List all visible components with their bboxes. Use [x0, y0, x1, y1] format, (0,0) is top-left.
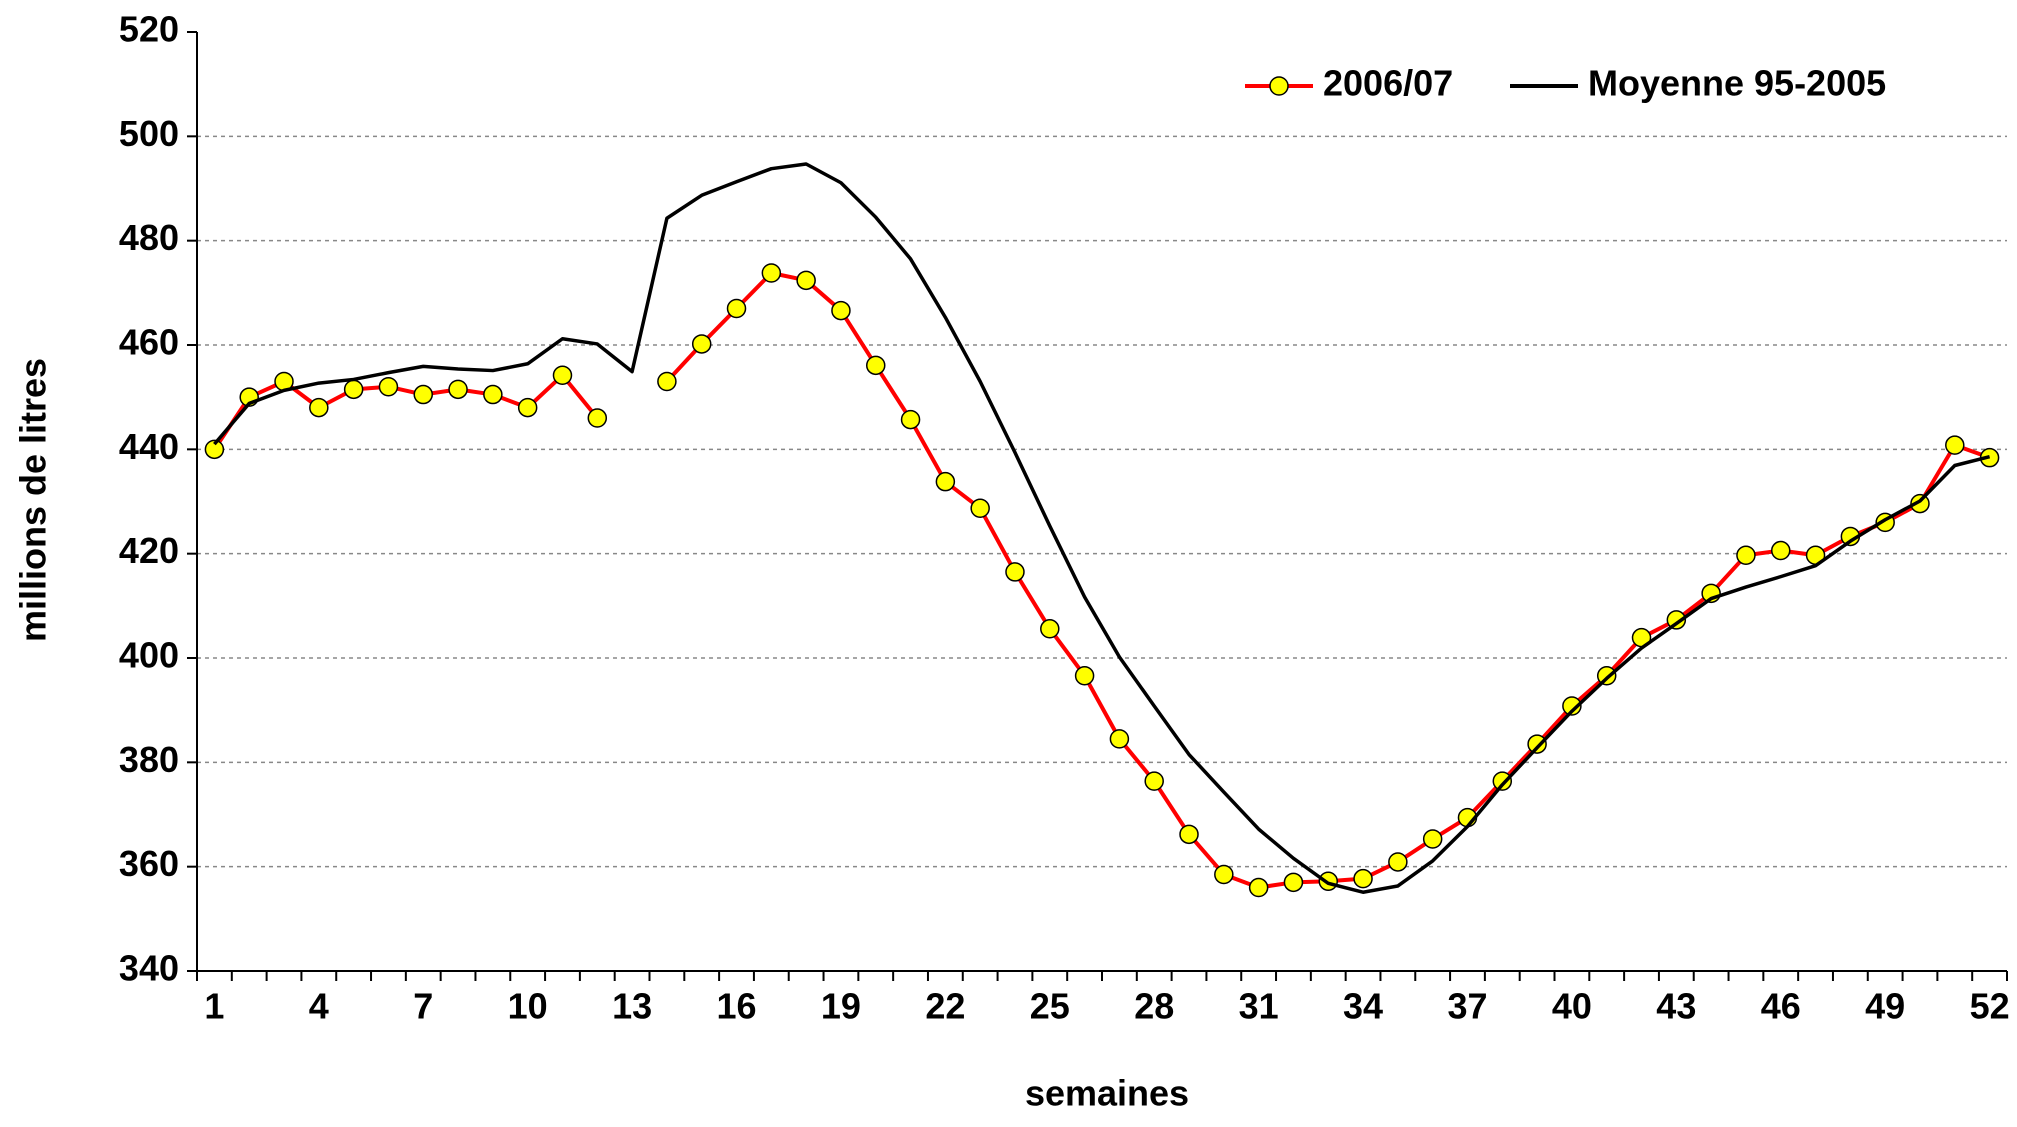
data-point	[1248, 877, 1269, 898]
y-tick-label: 380	[119, 739, 179, 780]
data-point	[691, 334, 712, 354]
data-point	[378, 376, 399, 397]
x-tick-label: 31	[1239, 986, 1279, 1027]
x-tick-label: 34	[1343, 986, 1383, 1027]
x-tick-label: 16	[716, 986, 756, 1027]
y-tick-label: 500	[119, 113, 179, 154]
data-point	[1666, 610, 1687, 630]
x-tick-label: 19	[821, 986, 861, 1027]
x-tick-label: 25	[1030, 986, 1070, 1027]
x-tick-label: 7	[413, 986, 433, 1027]
y-tick-label: 480	[119, 217, 179, 258]
data-point	[1527, 734, 1547, 754]
data-point	[1492, 771, 1513, 791]
data-point	[1910, 493, 1930, 514]
x-axis-label: semaines	[1025, 1073, 1189, 1114]
y-tick-label: 340	[119, 948, 179, 989]
data-point	[1771, 540, 1791, 561]
data-point	[1109, 729, 1130, 749]
data-point	[866, 355, 886, 376]
data-point	[935, 471, 956, 492]
y-tick-label: 420	[119, 530, 179, 571]
x-tick-label: 40	[1552, 986, 1592, 1027]
data-point	[1040, 619, 1060, 639]
data-point	[309, 397, 329, 418]
x-tick-label: 49	[1865, 986, 1905, 1027]
x-tick-label: 22	[925, 986, 965, 1027]
data-point	[1179, 824, 1199, 845]
x-tick-label: 13	[612, 986, 652, 1027]
data-point	[413, 384, 433, 405]
data-point	[204, 439, 225, 460]
data-point	[1736, 545, 1756, 565]
x-tick-label: 10	[508, 986, 548, 1027]
data-point	[1214, 864, 1234, 885]
y-axis-label: millions de litres	[13, 358, 54, 642]
x-tick-label: 28	[1134, 986, 1174, 1027]
x-tick-label: 37	[1447, 986, 1487, 1027]
data-point	[1353, 868, 1373, 889]
data-point	[761, 263, 782, 283]
data-point	[1005, 562, 1025, 582]
data-point	[1283, 872, 1304, 893]
legend-label: 2006/07	[1323, 63, 1453, 104]
x-tick-label: 52	[1970, 986, 2010, 1027]
y-tick-label: 440	[119, 426, 179, 467]
y-tick-label: 460	[119, 322, 179, 363]
data-point	[517, 397, 538, 418]
x-tick-label: 4	[309, 986, 329, 1027]
data-point	[796, 270, 816, 291]
data-point	[657, 371, 677, 392]
x-tick-label: 1	[204, 986, 224, 1027]
data-point	[1388, 852, 1408, 872]
data-point	[343, 379, 364, 400]
data-point	[587, 408, 608, 428]
data-point	[1144, 771, 1164, 791]
data-point	[1945, 435, 1965, 455]
data-point	[726, 298, 747, 319]
series-line	[213, 162, 1991, 894]
data-point	[448, 379, 468, 400]
data-point	[552, 365, 573, 386]
x-tick-label: 43	[1656, 986, 1696, 1027]
y-tick-label: 400	[119, 635, 179, 676]
y-tick-label: 520	[119, 9, 179, 50]
legend-label: Moyenne 95-2005	[1588, 63, 1886, 104]
data-point	[970, 498, 990, 519]
legend-marker	[1269, 76, 1289, 96]
data-point	[900, 409, 921, 430]
data-point	[831, 300, 851, 321]
data-point	[1074, 665, 1095, 686]
data-point	[1562, 696, 1582, 716]
series-line	[212, 271, 1991, 890]
data-point	[483, 384, 503, 405]
y-tick-label: 360	[119, 843, 179, 884]
x-tick-label: 46	[1761, 986, 1801, 1027]
data-point	[1422, 829, 1443, 849]
